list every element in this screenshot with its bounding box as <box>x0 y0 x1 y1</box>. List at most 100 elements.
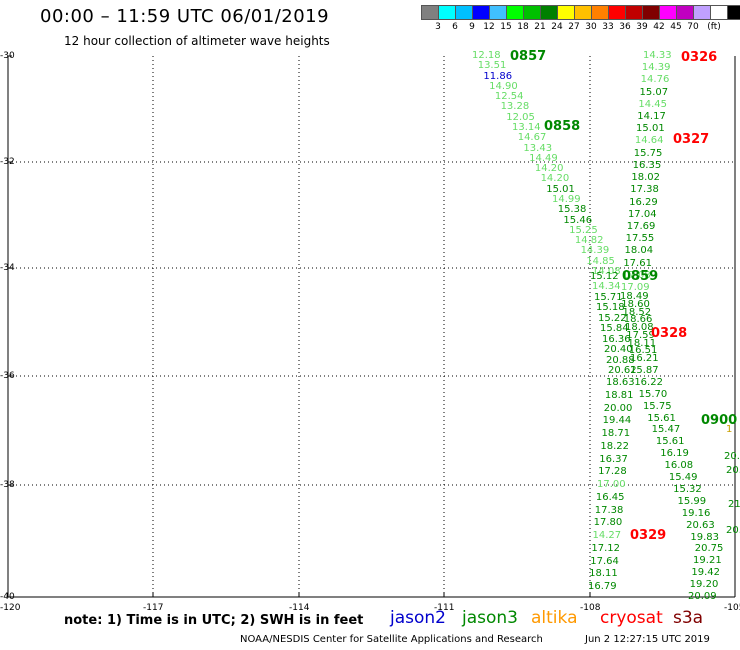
wave-height-label: 14.67 <box>517 132 547 144</box>
wave-height-label: 17.69 <box>626 220 656 232</box>
wave-height-label: 16.08 <box>664 460 694 472</box>
colorbar-tick-label: 24 <box>551 22 563 32</box>
wave-height-label: 18.11 <box>627 337 657 349</box>
wave-height-label: 17.38 <box>630 184 659 196</box>
wave-height-label: 14.39 <box>641 62 671 74</box>
colorbar-tick-label: 12 <box>483 22 495 32</box>
wave-height-label: 18.63 <box>606 377 635 388</box>
observation-time-label: 0900 <box>701 413 738 428</box>
wave-height-label: 18.02 <box>631 172 661 184</box>
wave-height-label: 15.12 <box>590 271 619 282</box>
observation-time-label: 0858 <box>544 119 581 134</box>
wave-height-label: 17.00 <box>597 479 626 490</box>
wave-height-label: 15.99 <box>677 495 707 507</box>
longitude-label: -117 <box>143 603 164 613</box>
wave-height-label: 20.09 <box>688 591 717 602</box>
wave-height-label: 15.01 <box>546 183 575 195</box>
observation-time-label: 0329 <box>630 528 667 543</box>
wave-height-label: 18.11 <box>589 568 618 580</box>
wave-height-label: 15.38 <box>557 204 587 216</box>
map-subtitle: 12 hour collection of altimeter wave hei… <box>64 34 330 48</box>
wave-height-label: 15.75 <box>642 400 672 412</box>
observation-time-label: 0859 <box>622 269 659 284</box>
wave-height-label: 14.34 <box>592 281 621 293</box>
colorbar-tick-label: 3 <box>435 22 441 32</box>
wave-height-label: 16.29 <box>629 196 658 208</box>
wave-height-label: 14.64 <box>634 135 664 147</box>
wave-height-label: 17.08 <box>622 269 651 281</box>
colorbar-tick-label: 39 <box>636 22 648 32</box>
longitude-label: -120 <box>0 603 21 613</box>
longitude-label: -114 <box>289 603 310 613</box>
wave-height-label: 19.21 <box>693 555 722 567</box>
wave-height-label: 20.00 <box>603 402 633 414</box>
colorbar-tick-label: 42 <box>653 22 665 32</box>
wave-height-label: 15.22 <box>598 312 627 324</box>
wave-height-label: 18.52 <box>622 306 652 318</box>
wave-height-label: 15.47 <box>651 424 681 436</box>
wave-height-label: 15.84 <box>600 323 629 335</box>
wave-height-label: 13.14 <box>512 122 541 133</box>
wave-height-label: 16.36 <box>602 333 631 345</box>
wave-height-label: 16.45 <box>595 491 625 503</box>
latitude-label: -36 <box>0 371 15 381</box>
wave-height-label: 15.61 <box>655 436 685 448</box>
wave-height-label: 18.71 <box>601 428 631 439</box>
wave-height-label: 19.83 <box>690 531 720 543</box>
wave-height-label: 18.66 <box>623 314 653 326</box>
observation-time-label: 0328 <box>651 326 688 341</box>
latitude-label: -40 <box>0 592 15 602</box>
wave-height-label: 19.42 <box>691 567 720 579</box>
wave-height-label: 17.80 <box>593 517 623 529</box>
wave-height-label: 15.25 <box>569 224 598 236</box>
credit-text: NOAA/NESDIS Center for Satellite Applica… <box>240 634 543 645</box>
wave-height-label: 16.35 <box>632 159 662 171</box>
wave-height-label: 14.90 <box>489 80 518 92</box>
wave-height-label: 14.82 <box>574 235 604 247</box>
wave-height-label: 18.04 <box>624 245 654 257</box>
wave-height-label: 14.27 <box>592 530 622 541</box>
wave-height-label: 18.81 <box>604 389 634 401</box>
wave-height-label: 16.79 <box>588 581 617 592</box>
wave-height-label: 13.51 <box>477 60 507 72</box>
wave-height-label: 17.28 <box>598 466 627 478</box>
colorbar-tick-label: 15 <box>500 22 512 32</box>
wave-height-label: 15.49 <box>668 472 698 484</box>
wave-height-label: 15.32 <box>673 483 702 495</box>
satellite-legend-item: jason2 <box>390 608 446 628</box>
wave-height-label: 20.63 <box>686 519 715 531</box>
wave-height-label: 18.49 <box>620 291 649 302</box>
wave-height-label: 15.18 <box>596 302 625 314</box>
wave-height-label: 14.45 <box>638 98 667 110</box>
latitude-label: -38 <box>0 480 15 490</box>
wave-height-label: 14.39 <box>580 245 610 257</box>
colorbar-swatch <box>727 5 740 20</box>
wave-height-label: 14.20 <box>534 163 564 175</box>
wave-height-label: 17.59 <box>626 329 655 341</box>
wave-height-label: 15.46 <box>563 214 593 226</box>
wave-height-label: 15.71 <box>594 291 623 303</box>
colorbar-tick-label: 18 <box>517 22 529 32</box>
wave-height-label: 17.61 <box>623 257 652 269</box>
latitude-label: -34 <box>0 263 15 273</box>
latitude-label: -30 <box>0 51 15 61</box>
satellite-legend-item: cryosat <box>600 608 663 628</box>
wave-height-label: 14.17 <box>637 111 666 123</box>
wave-height-label: 17.55 <box>625 233 655 245</box>
wave-height-label: 14.20 <box>540 173 570 185</box>
wave-height-label: 11.86 <box>483 70 513 82</box>
longitude-label: -111 <box>434 603 455 613</box>
wave-height-label: 1 <box>726 424 733 435</box>
wave-height-label: 17.12 <box>591 542 621 554</box>
colorbar-tick-label: 36 <box>619 22 631 32</box>
note-text: note: 1) Time is in UTC; 2) SWH is in fe… <box>64 613 364 628</box>
wave-height-label: 16.19 <box>660 448 689 460</box>
observation-time-label: 0326 <box>681 50 718 65</box>
wave-height-label: 18.08 <box>625 322 654 333</box>
wave-height-label: 14.33 <box>643 50 672 61</box>
wave-height-label: 20.40 <box>604 344 633 356</box>
wave-height-label: 15.70 <box>638 388 668 400</box>
wave-height-label: 20. <box>724 451 740 462</box>
colorbar-tick-label: (ft) <box>707 22 721 32</box>
wave-height-label: 15.07 <box>639 86 669 98</box>
